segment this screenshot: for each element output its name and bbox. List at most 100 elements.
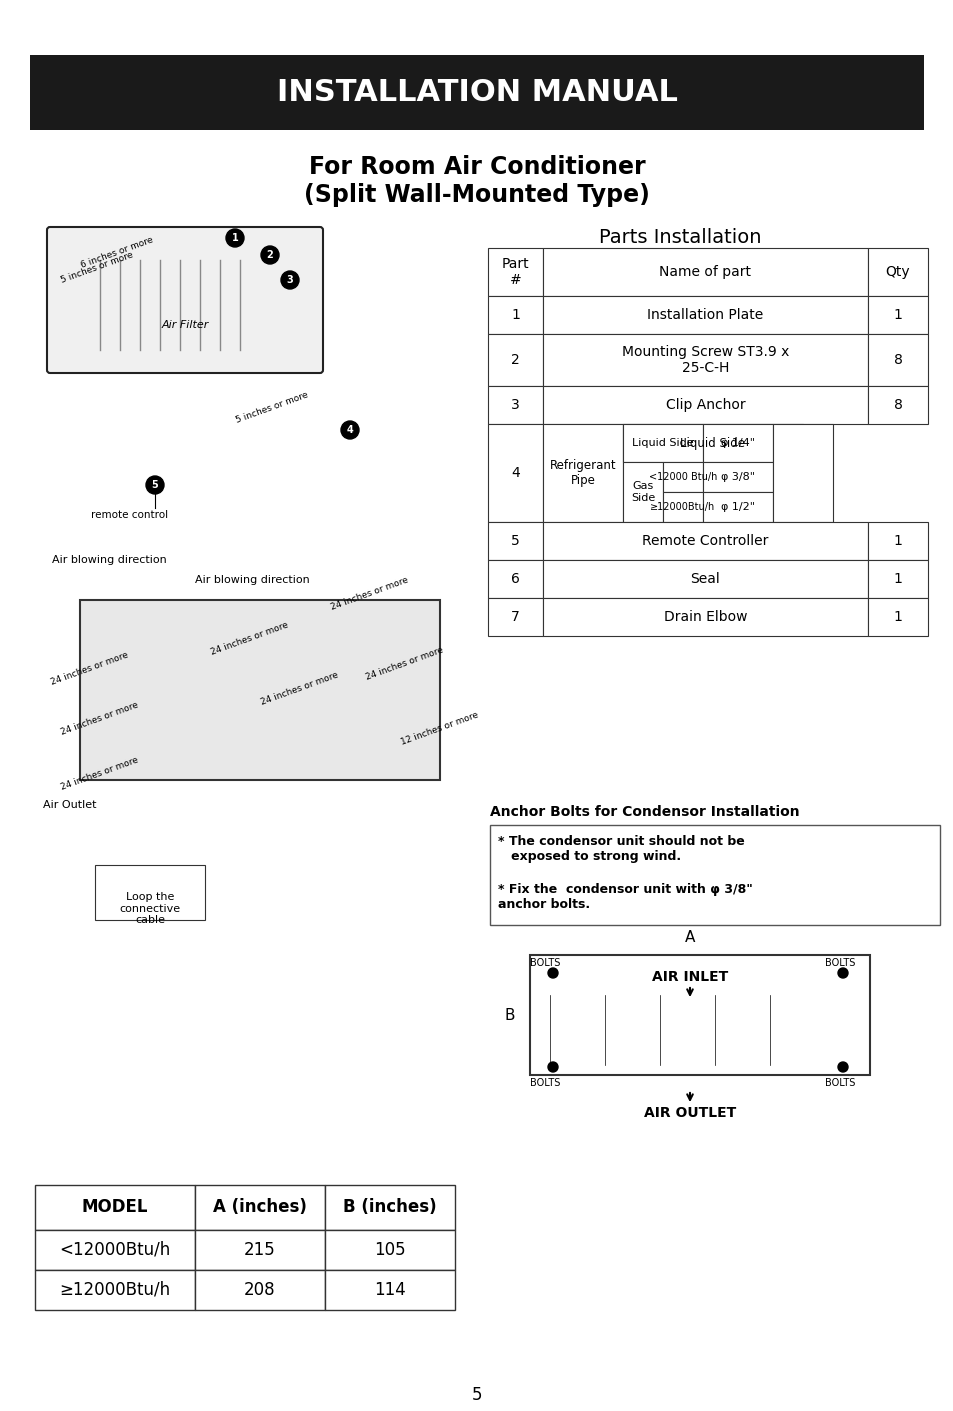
Text: 7: 7 [511,610,519,624]
Text: 3: 3 [511,398,519,412]
Text: B: B [504,1007,515,1023]
Bar [772,423,832,522]
Text: 1: 1 [893,533,902,547]
Bar [488,423,542,522]
Text: Air Outlet: Air Outlet [43,800,96,810]
Circle shape [837,1062,847,1072]
Text: Air blowing direction: Air blowing direction [52,555,167,564]
Text: Drain Elbow: Drain Elbow [663,610,746,624]
Bar [622,423,702,461]
Bar [194,1185,325,1230]
Text: Name of part: Name of part [659,265,751,279]
Text: MODEL: MODEL [82,1198,148,1216]
Text: 4: 4 [511,466,519,480]
Text: BOLTS: BOLTS [529,958,559,968]
Text: 24 inches or more: 24 inches or more [60,755,140,792]
Bar [662,492,702,522]
Text: 5 inches or more: 5 inches or more [234,389,310,425]
Text: 5 inches or more: 5 inches or more [60,250,134,285]
Text: AIR OUTLET: AIR OUTLET [643,1106,736,1120]
Text: 12 inches or more: 12 inches or more [399,710,479,746]
Text: 6: 6 [511,571,519,586]
Bar [867,598,927,636]
Bar [80,600,439,780]
Text: Remote Controller: Remote Controller [641,533,768,547]
Text: 1: 1 [893,571,902,586]
Text: 4: 4 [346,425,353,435]
Text: (Split Wall-Mounted Type): (Split Wall-Mounted Type) [304,183,649,207]
Text: 24 inches or more: 24 inches or more [60,700,140,737]
Bar [542,296,867,334]
Text: Gas
Side: Gas Side [630,481,655,502]
Text: 5: 5 [152,480,158,490]
Bar [530,955,869,1075]
Text: Air blowing direction: Air blowing direction [194,576,310,586]
Text: AIR INLET: AIR INLET [651,969,727,983]
Bar [488,334,542,387]
Text: Parts Installation: Parts Installation [598,229,760,247]
Bar [867,560,927,598]
Circle shape [837,968,847,978]
Text: Refrigerant
Pipe: Refrigerant Pipe [549,459,616,487]
Bar [542,598,867,636]
Circle shape [547,968,558,978]
Text: <12000Btu/h: <12000Btu/h [59,1242,171,1259]
Text: φ 1/4": φ 1/4" [720,437,754,449]
Bar [542,334,867,387]
Text: B (inches): B (inches) [343,1198,436,1216]
Bar [35,1270,194,1309]
Text: * The condensor unit should not be
   exposed to strong wind.: * The condensor unit should not be expos… [497,835,744,864]
Text: INSTALLATION MANUAL: INSTALLATION MANUAL [276,78,677,106]
Text: 1: 1 [511,308,519,322]
Bar [867,334,927,387]
Bar [490,825,939,926]
Text: Liquid Side: Liquid Side [632,437,693,449]
Text: Air Filter: Air Filter [161,320,209,330]
Bar [867,296,927,334]
Text: A (inches): A (inches) [213,1198,307,1216]
Text: * Fix the  condensor unit with φ 3/8"
anchor bolts.: * Fix the condensor unit with φ 3/8" anc… [497,883,752,912]
Text: ≥12000Btu/h: ≥12000Btu/h [650,502,715,512]
Text: 1: 1 [232,233,238,243]
Text: 24 inches or more: 24 inches or more [210,619,290,656]
Bar [702,461,772,492]
Text: φ 3/8": φ 3/8" [720,473,754,483]
Text: 208: 208 [244,1281,275,1300]
Text: Installation Plate: Installation Plate [647,308,762,322]
Text: 2: 2 [511,353,519,367]
Bar [542,522,867,560]
Bar [488,598,542,636]
Bar [488,560,542,598]
Bar [542,387,867,423]
Bar [488,387,542,423]
Bar [867,522,927,560]
Text: 24 inches or more: 24 inches or more [365,645,444,682]
Circle shape [146,476,164,494]
Bar [488,296,542,334]
Text: φ 1/2": φ 1/2" [720,502,754,512]
Text: Part
#: Part # [501,257,529,286]
Text: Loop the
connective
cable: Loop the connective cable [119,892,180,926]
Circle shape [340,420,358,439]
Bar [194,1270,325,1309]
Bar [194,1230,325,1270]
Bar [622,423,802,461]
Text: Anchor Bolts for Condensor Installation: Anchor Bolts for Condensor Installation [490,806,799,818]
Text: 1: 1 [893,308,902,322]
Bar [542,248,867,296]
Text: 2: 2 [266,250,274,260]
Bar [35,1230,194,1270]
Text: Qty: Qty [884,265,909,279]
Text: 6 inches or more: 6 inches or more [80,236,154,270]
Text: 1: 1 [893,610,902,624]
Text: BOLTS: BOLTS [824,958,854,968]
Text: 5: 5 [471,1386,482,1404]
Text: 215: 215 [244,1242,275,1259]
Text: <12000 Btu/h: <12000 Btu/h [648,473,717,483]
Bar [325,1185,455,1230]
Circle shape [226,229,244,247]
Text: 8: 8 [893,353,902,367]
Text: BOLTS: BOLTS [824,1078,854,1088]
Text: 8: 8 [893,398,902,412]
Text: remote control: remote control [91,509,169,521]
